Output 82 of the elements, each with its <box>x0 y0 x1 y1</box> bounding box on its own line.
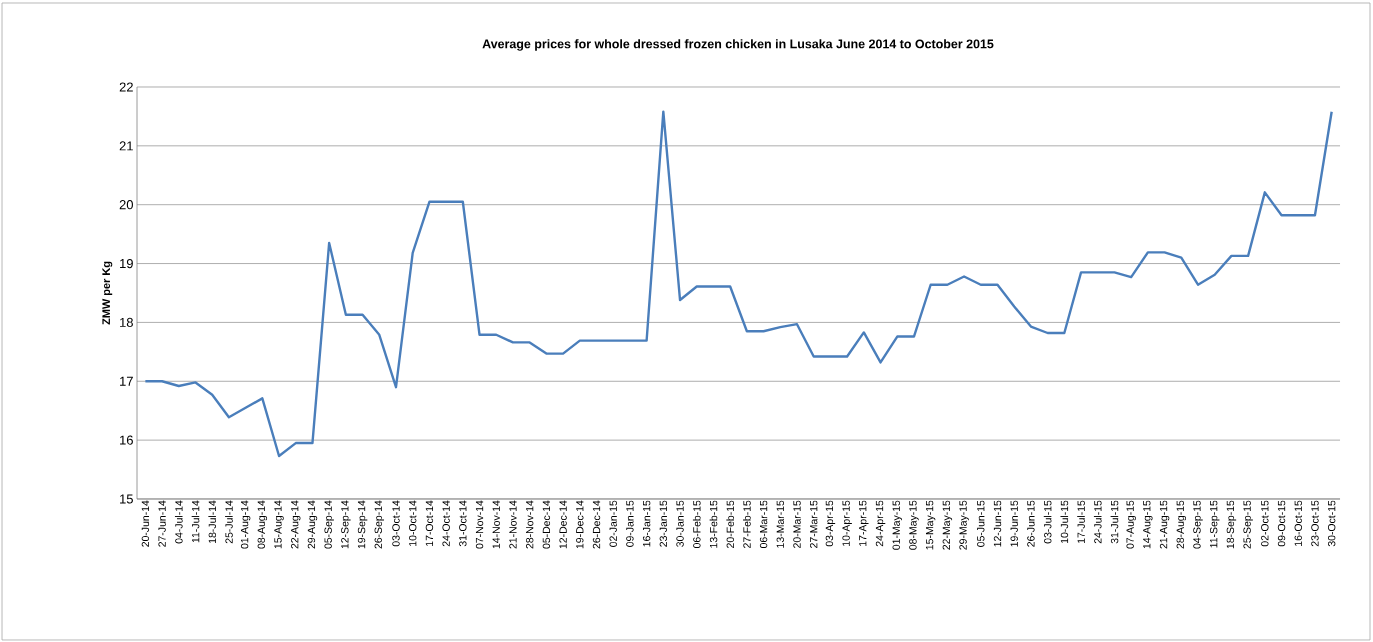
y-tick-label: 21 <box>119 141 133 151</box>
x-tick-label: 28-Nov-14 <box>525 500 534 549</box>
x-tick-label: 13-Feb-15 <box>709 500 718 548</box>
x-tick-label: 27-Jun-14 <box>158 500 166 547</box>
x-tick-label: 24-Apr-15 <box>875 500 886 547</box>
x-tick-label: 27-Mar-15 <box>810 500 818 548</box>
x-tick-label: 22-Aug-14 <box>291 500 301 549</box>
x-tick-label: 17-Jul-15 <box>1077 500 1085 543</box>
x-tick-label: 27-Feb-15 <box>743 500 751 548</box>
x-tick-label: 06-Feb-15 <box>692 500 701 549</box>
x-tick-label: 13-Mar-15 <box>776 500 784 548</box>
x-tick-label: 03-Oct-14 <box>392 500 400 547</box>
x-tick-label: 15-May-15 <box>925 500 936 550</box>
y-tick-label: 20 <box>119 200 133 210</box>
x-tick-label: 10-Apr-15 <box>842 500 852 546</box>
x-tick-label: 26-Sep-14 <box>374 500 385 549</box>
x-tick-label: 16-Oct-15 <box>1294 500 1302 546</box>
x-tick-label: 09-Jan-15 <box>626 500 634 547</box>
y-tick-label: 15 <box>120 494 133 504</box>
x-tick-label: 04-Sep-15 <box>1193 500 1203 549</box>
x-tick-label: 20-Feb-15 <box>726 500 735 548</box>
x-tick-label: 01-Aug-14 <box>240 500 251 549</box>
x-tick-label: 23-Oct-15 <box>1311 500 1319 547</box>
x-tick-label: 29-May-15 <box>959 500 969 550</box>
x-tick-label: 11-Jul-14 <box>191 500 200 543</box>
x-tick-label: 28-Aug-15 <box>1176 500 1187 549</box>
x-tick-label: 18-Jul-14 <box>208 500 217 543</box>
x-tick-label: 20-Mar-15 <box>793 500 801 548</box>
x-tick-label: 25-Sep-15 <box>1243 500 1253 549</box>
x-tick-label: 05-Sep-14 <box>324 500 334 549</box>
y-tick-label: 19 <box>120 258 133 269</box>
x-tick-label: 22-May-15 <box>942 500 953 550</box>
x-tick-label: 23-Jan-15 <box>659 500 668 547</box>
x-tick-label: 25-Jul-14 <box>225 500 233 544</box>
x-tick-label: 24-Oct-14 <box>442 500 450 547</box>
x-tick-label: 21-Aug-15 <box>1159 500 1170 549</box>
x-tick-label: 24-Jul-15 <box>1093 500 1102 544</box>
y-axis-title: ZMW per Kg <box>102 261 113 325</box>
x-tick-label: 09-Oct-15 <box>1277 500 1286 547</box>
x-tick-label: 18-Sep-15 <box>1226 500 1237 549</box>
y-tick-label: 17 <box>120 376 133 386</box>
x-tick-label: 19-Sep-14 <box>357 500 368 549</box>
x-tick-label: 12-Dec-14 <box>559 500 567 549</box>
x-tick-label: 05-Jun-15 <box>977 500 985 547</box>
x-tick-label: 26-Dec-14 <box>592 500 601 549</box>
x-tick-label: 10-Oct-14 <box>409 500 417 546</box>
x-tick-label: 11-Sep-15 <box>1209 500 1220 548</box>
x-tick-label: 14-Aug-15 <box>1143 500 1153 549</box>
y-tick-label: 18 <box>120 317 133 327</box>
x-tick-label: 14-Nov-14 <box>492 500 500 549</box>
x-tick-label: 19-Dec-14 <box>576 500 584 549</box>
x-tick-label: 03-Apr-15 <box>825 500 836 547</box>
x-tick-label: 21-Nov-14 <box>509 500 517 549</box>
x-tick-label: 02-Oct-15 <box>1261 500 1269 547</box>
x-tick-label: 12-Sep-14 <box>341 500 351 549</box>
x-tick-label: 29-Aug-14 <box>307 500 318 549</box>
x-tick-label: 19-Jun-15 <box>1010 500 1018 547</box>
x-tick-label: 16-Jan-15 <box>642 500 651 547</box>
y-tick-label: 16 <box>120 435 133 445</box>
x-tick-label: 31-Jul-15 <box>1110 500 1119 544</box>
x-tick-label: 17-Apr-15 <box>859 500 869 546</box>
x-tick-label: 30-Oct-15 <box>1327 500 1336 547</box>
x-tick-label: 20-Jun-14 <box>141 500 150 547</box>
x-tick-label: 06-Mar-15 <box>759 500 768 549</box>
chart-title: Average prices for whole dressed frozen chicken in Lusaka June 2014 to October 2015 <box>482 39 994 51</box>
x-tick-label: 04-Jul-14 <box>174 500 183 544</box>
x-tick-label: 07-Aug-15 <box>1126 500 1136 549</box>
x-tick-label: 17-Oct-14 <box>425 500 434 546</box>
x-tick-label: 26-Jun-15 <box>1027 500 1035 547</box>
x-tick-label: 08-Aug-14 <box>257 500 268 549</box>
x-tick-label: 12-Jun-15 <box>993 500 1002 547</box>
x-tick-label: 31-Oct-14 <box>459 500 467 547</box>
x-tick-label: 03-Jul-15 <box>1043 500 1052 544</box>
y-tick-label: 22 <box>119 82 133 92</box>
x-tick-label: 05-Dec-14 <box>542 500 551 549</box>
x-tick-label: 07-Nov-14 <box>475 500 484 549</box>
x-tick-label: 10-Jul-15 <box>1060 500 1069 543</box>
x-tick-label: 02-Jan-15 <box>609 500 617 547</box>
x-tick-label: 15-Aug-14 <box>274 500 284 549</box>
x-tick-label: 30-Jan-15 <box>676 500 684 547</box>
x-tick-label: 08-May-15 <box>909 500 919 550</box>
x-tick-label: 01-May-15 <box>892 500 902 550</box>
